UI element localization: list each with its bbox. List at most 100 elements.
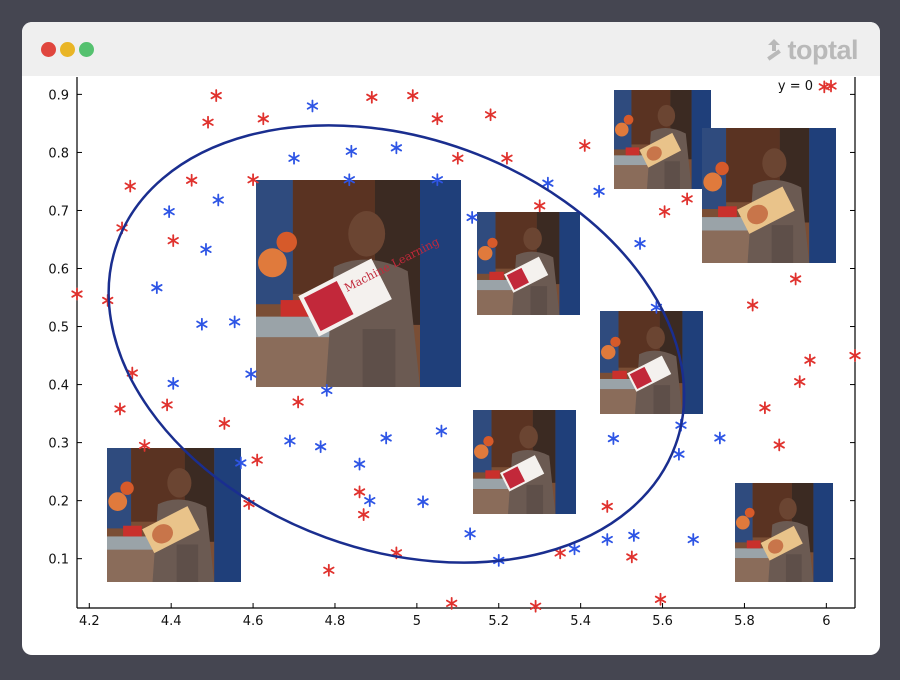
scatter-chart: Machine Learning xyxy=(48,77,861,629)
y-tick-label: 0.7 xyxy=(48,204,69,219)
blue-point xyxy=(321,383,333,397)
red-point xyxy=(579,139,591,152)
red-point xyxy=(554,546,566,560)
axes: 4.2 4.4 4.6 4.8 5 5.2 5.4 5.6 5.8 6 0.1 0.2 0.3 0.4 0.… xyxy=(48,77,856,629)
x-tick-label: 4.6 xyxy=(243,614,264,629)
boundary-ellipse xyxy=(107,124,686,564)
brand-name: toptal xyxy=(787,34,859,65)
y-tick-label: 0.9 xyxy=(48,88,69,103)
legend: y = 0 xyxy=(778,79,837,94)
red-point xyxy=(292,395,304,409)
red-point xyxy=(114,402,126,416)
red-point xyxy=(601,500,613,513)
red-point xyxy=(161,398,173,412)
red-point xyxy=(185,173,198,187)
x-tick-label: 4.4 xyxy=(161,614,182,629)
blue-point xyxy=(380,431,392,445)
blue-point xyxy=(435,424,448,438)
blue-point xyxy=(714,431,726,445)
red-point xyxy=(366,90,378,104)
x-tick-label: 4.8 xyxy=(325,614,346,629)
maximize-dot[interactable] xyxy=(79,42,94,57)
red-point xyxy=(218,417,231,430)
x-tick-label: 6 xyxy=(822,614,830,629)
blue-point xyxy=(212,193,224,207)
close-dot[interactable] xyxy=(41,42,56,57)
red-point xyxy=(138,439,151,452)
red-point xyxy=(167,234,179,248)
x-tick-label: 5.6 xyxy=(652,614,673,629)
red-point xyxy=(849,349,861,362)
blue-point xyxy=(288,151,300,165)
reading-man-photo xyxy=(473,410,576,514)
reading-man-photo xyxy=(702,128,836,263)
red-point xyxy=(407,89,419,102)
y-tick-label: 0.5 xyxy=(48,321,69,336)
red-point xyxy=(247,173,259,187)
y-tick-label: 0.1 xyxy=(48,553,69,568)
blue-point xyxy=(390,141,403,155)
red-point xyxy=(431,112,443,126)
y-tick-label: 0.8 xyxy=(48,146,69,161)
red-point xyxy=(124,179,136,193)
blue-point xyxy=(245,367,257,381)
red-point xyxy=(452,151,464,165)
title-bar: toptal xyxy=(22,22,880,76)
y-tick-label: 0.6 xyxy=(48,263,69,278)
blue-point xyxy=(167,377,179,390)
reading-man-photo xyxy=(735,483,833,582)
blue-point xyxy=(228,315,241,329)
y-tick-label: 0.3 xyxy=(48,437,69,452)
reading-man-photo: Machine Learning xyxy=(256,180,461,387)
decision-boundary xyxy=(107,124,686,564)
blue-point xyxy=(151,281,163,295)
blue-point xyxy=(353,457,366,471)
red-point xyxy=(626,550,638,564)
blue-point xyxy=(284,434,296,448)
reading-man-photo xyxy=(614,90,711,189)
red-point xyxy=(654,592,667,606)
red-point xyxy=(794,375,806,389)
y-tick-label: 0.2 xyxy=(48,495,69,510)
legend-label: y = 0 xyxy=(778,79,813,94)
data-points xyxy=(71,80,861,613)
blue-point xyxy=(163,205,175,219)
x-tick-label: 5.4 xyxy=(570,614,591,629)
blue-point xyxy=(464,527,476,541)
red-point xyxy=(759,401,771,415)
y-tick-label: 0.4 xyxy=(48,379,69,394)
blue-point xyxy=(314,440,327,454)
red-point xyxy=(210,89,222,102)
brand-logo: toptal xyxy=(763,34,859,65)
red-point xyxy=(446,596,458,610)
blue-point xyxy=(345,144,358,158)
minimize-dot[interactable] xyxy=(60,42,75,57)
red-point xyxy=(202,115,214,129)
x-tick-label: 5.2 xyxy=(488,614,509,629)
blue-point xyxy=(607,432,620,445)
red-point xyxy=(773,438,785,452)
red-point xyxy=(789,272,802,286)
blue-point xyxy=(364,494,376,508)
red-point xyxy=(681,192,693,206)
blue-point xyxy=(235,456,247,470)
red-point xyxy=(529,599,542,613)
red-point xyxy=(804,353,816,367)
reading-man-photo xyxy=(477,212,580,315)
blue-point xyxy=(673,447,685,461)
blue-point xyxy=(601,533,613,546)
blue-point xyxy=(417,495,429,509)
blue-point xyxy=(343,173,355,187)
red-point xyxy=(257,112,269,126)
red-point xyxy=(501,151,513,165)
blue-point xyxy=(200,242,212,256)
blue-point xyxy=(568,542,581,556)
red-point xyxy=(353,485,366,499)
reading-man-photo xyxy=(107,448,241,582)
red-point xyxy=(71,287,83,301)
blue-point xyxy=(634,237,646,250)
blue-point xyxy=(306,99,319,113)
red-point xyxy=(251,453,263,467)
blue-point xyxy=(593,184,605,198)
blue-point xyxy=(431,173,443,187)
